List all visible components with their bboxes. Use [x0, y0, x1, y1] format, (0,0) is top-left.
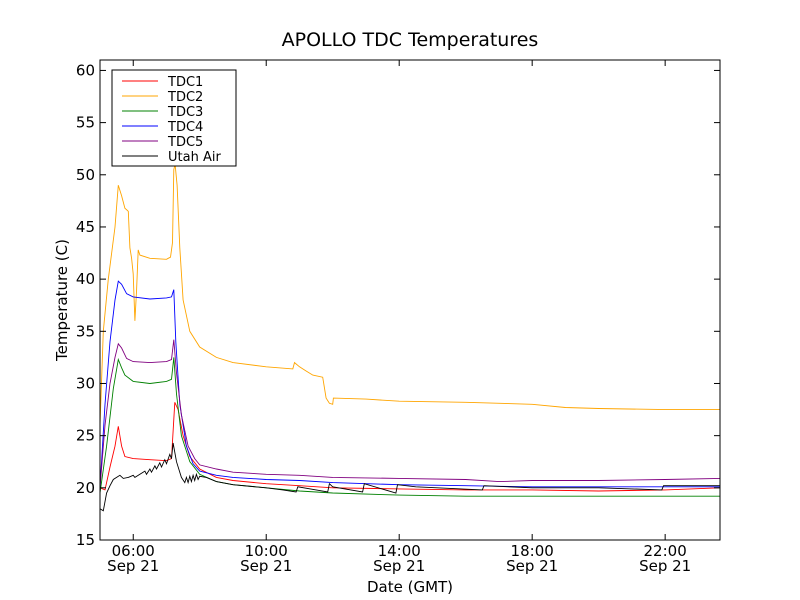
series-layer	[99, 164, 721, 512]
y-tick-label: 45	[76, 218, 95, 236]
x-tick-label-date: Sep 21	[240, 557, 292, 575]
y-tick-label: 25	[76, 427, 95, 445]
y-tick-label: 30	[76, 374, 95, 392]
series-line-tdc5	[99, 339, 721, 488]
legend-label-tdc3: TDC3	[167, 105, 203, 120]
y-tick-label: 60	[76, 61, 95, 79]
y-tick-label: 55	[76, 114, 95, 132]
y-tick-label: 40	[76, 270, 95, 288]
y-axis-label: Temperature (C)	[53, 239, 71, 362]
legend-label-tdc2: TDC2	[167, 90, 203, 105]
x-tick-label-time: 14:00	[378, 542, 421, 560]
y-tick-label: 50	[76, 166, 95, 184]
x-tick-label-date: Sep 21	[639, 557, 691, 575]
x-tick-label-time: 22:00	[644, 542, 687, 560]
x-tick-label-date: Sep 21	[107, 557, 159, 575]
series-line-tdc4	[99, 280, 720, 488]
y-tick-label: 35	[76, 322, 95, 340]
legend-label-tdc5: TDC5	[167, 135, 203, 150]
y-tick-label: 15	[76, 531, 95, 549]
series-line-utah-air	[99, 442, 720, 512]
x-tick-label-time: 10:00	[245, 542, 288, 560]
x-tick-label-date: Sep 21	[506, 557, 558, 575]
legend-box	[111, 69, 237, 167]
legend-label-tdc4: TDC4	[167, 120, 203, 135]
x-tick-label-time: 18:00	[511, 542, 554, 560]
legend-label-tdc1: TDC1	[167, 75, 203, 90]
chart-title: APOLLO TDC Temperatures	[282, 29, 539, 51]
plot-frame	[99, 59, 721, 541]
series-line-tdc1	[99, 402, 721, 492]
x-tick-label-time: 06:00	[112, 542, 155, 560]
x-axis-label: Date (GMT)	[367, 578, 453, 596]
y-tick-label: 20	[76, 479, 95, 497]
series-line-tdc3	[99, 357, 720, 497]
x-tick-label-date: Sep 21	[373, 557, 425, 575]
legend-label-utah-air: Utah Air	[168, 150, 221, 165]
series-line-tdc2	[99, 164, 720, 426]
